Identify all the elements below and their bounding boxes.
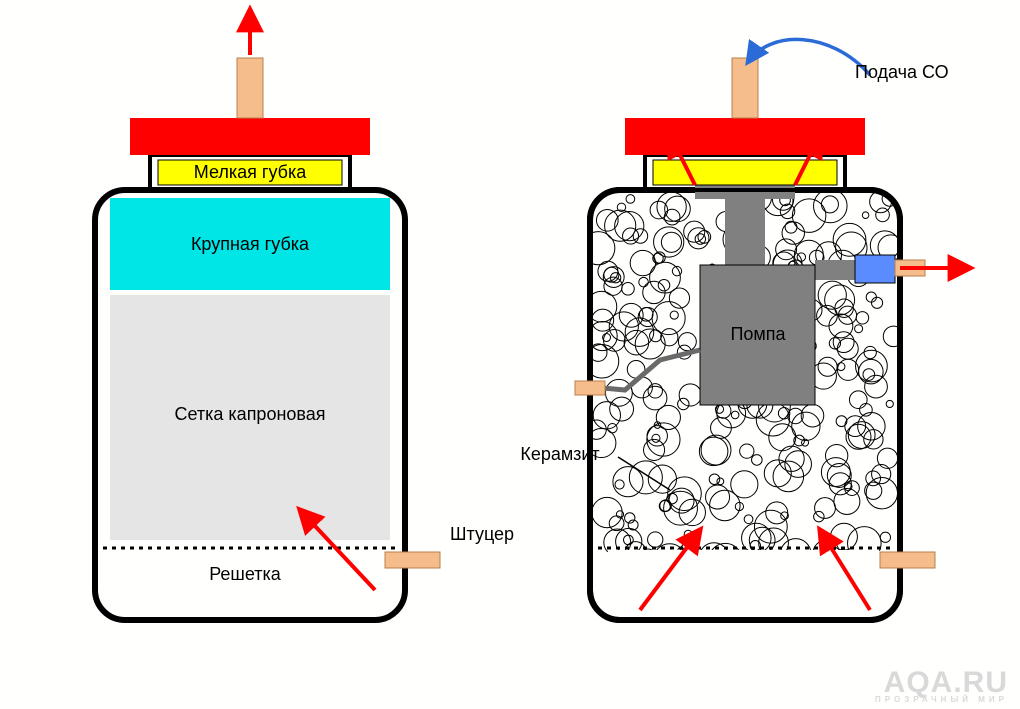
arrow-co-supply	[748, 39, 870, 75]
label-keramzit: Керамзит	[520, 444, 599, 464]
watermark-tagline: ПРОЗРАЧНЫЙ МИР	[875, 696, 1008, 703]
label-coarse-sponge: Крупная губка	[191, 234, 310, 254]
watermark-logo: AQA.RU	[875, 669, 1008, 696]
watermark: AQA.RU ПРОЗРАЧНЫЙ МИР	[875, 669, 1008, 703]
label-fitting: Штуцер	[450, 524, 514, 544]
diagram-canvas: Мелкая губка Крупная губка Сетка капронова…	[0, 0, 1020, 709]
label-grate: Решетка	[209, 564, 282, 584]
label-fine-sponge: Мелкая губка	[194, 162, 307, 182]
label-nylon-mesh: Сетка капроновая	[174, 404, 325, 424]
label-co-supply: Подача СО	[855, 62, 949, 82]
label-pump: Помпа	[730, 324, 786, 344]
left-jar: Мелкая губка Крупная губка Сетка капронова…	[95, 10, 514, 620]
right-jar: Помпа Подача СО Керамзит	[520, 39, 970, 620]
